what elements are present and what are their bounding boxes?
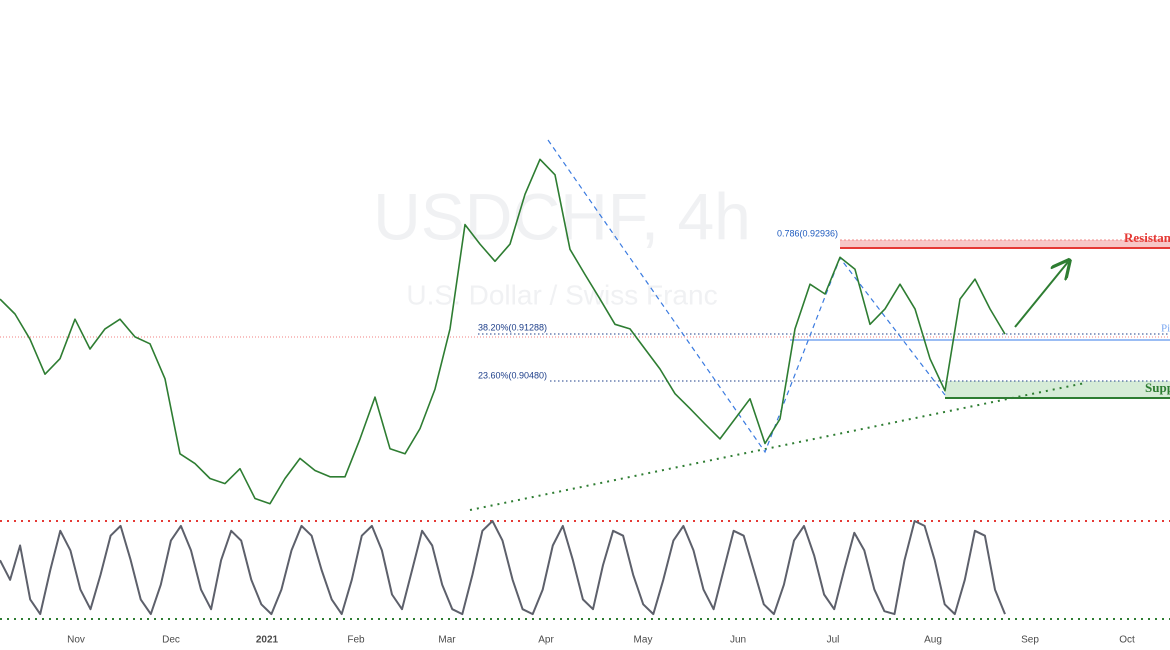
x-tick-label: Jun [730,635,746,646]
x-tick-label: Apr [538,635,554,646]
x-tick-label: Dec [162,635,180,646]
x-tick-label: Aug [924,635,942,646]
trendline [469,382,1086,511]
oscillator-line [0,520,1006,616]
arrow [1014,262,1068,328]
resistance-zone [840,240,1170,249]
x-tick-label: Jul [827,635,840,646]
x-tick-label: 2021 [256,635,279,646]
x-tick-label: Feb [347,635,365,646]
price-line-series [0,158,1006,505]
watermark-subtitle: U.S. Dollar / Swiss Franc [406,279,717,310]
fib-label: 23.60%(0.90480) [478,370,547,380]
x-tick-label: Nov [67,635,85,646]
watermark-title: USDCHF, 4h [373,179,751,253]
resistance-label: Resistance [1124,230,1170,245]
x-tick-label: Mar [438,635,456,646]
fib-label: 38.20%(0.91288) [478,322,547,332]
x-tick-label: Oct [1119,635,1135,646]
fib-swing [547,139,946,454]
x-tick-label: Sep [1021,635,1039,646]
x-tick-label: May [634,635,653,646]
support-zone [945,381,1170,398]
support-label: Support [1145,380,1170,395]
pivot-label: Pivot [1161,323,1170,335]
fib-label: 0.786(0.92936) [777,228,838,238]
